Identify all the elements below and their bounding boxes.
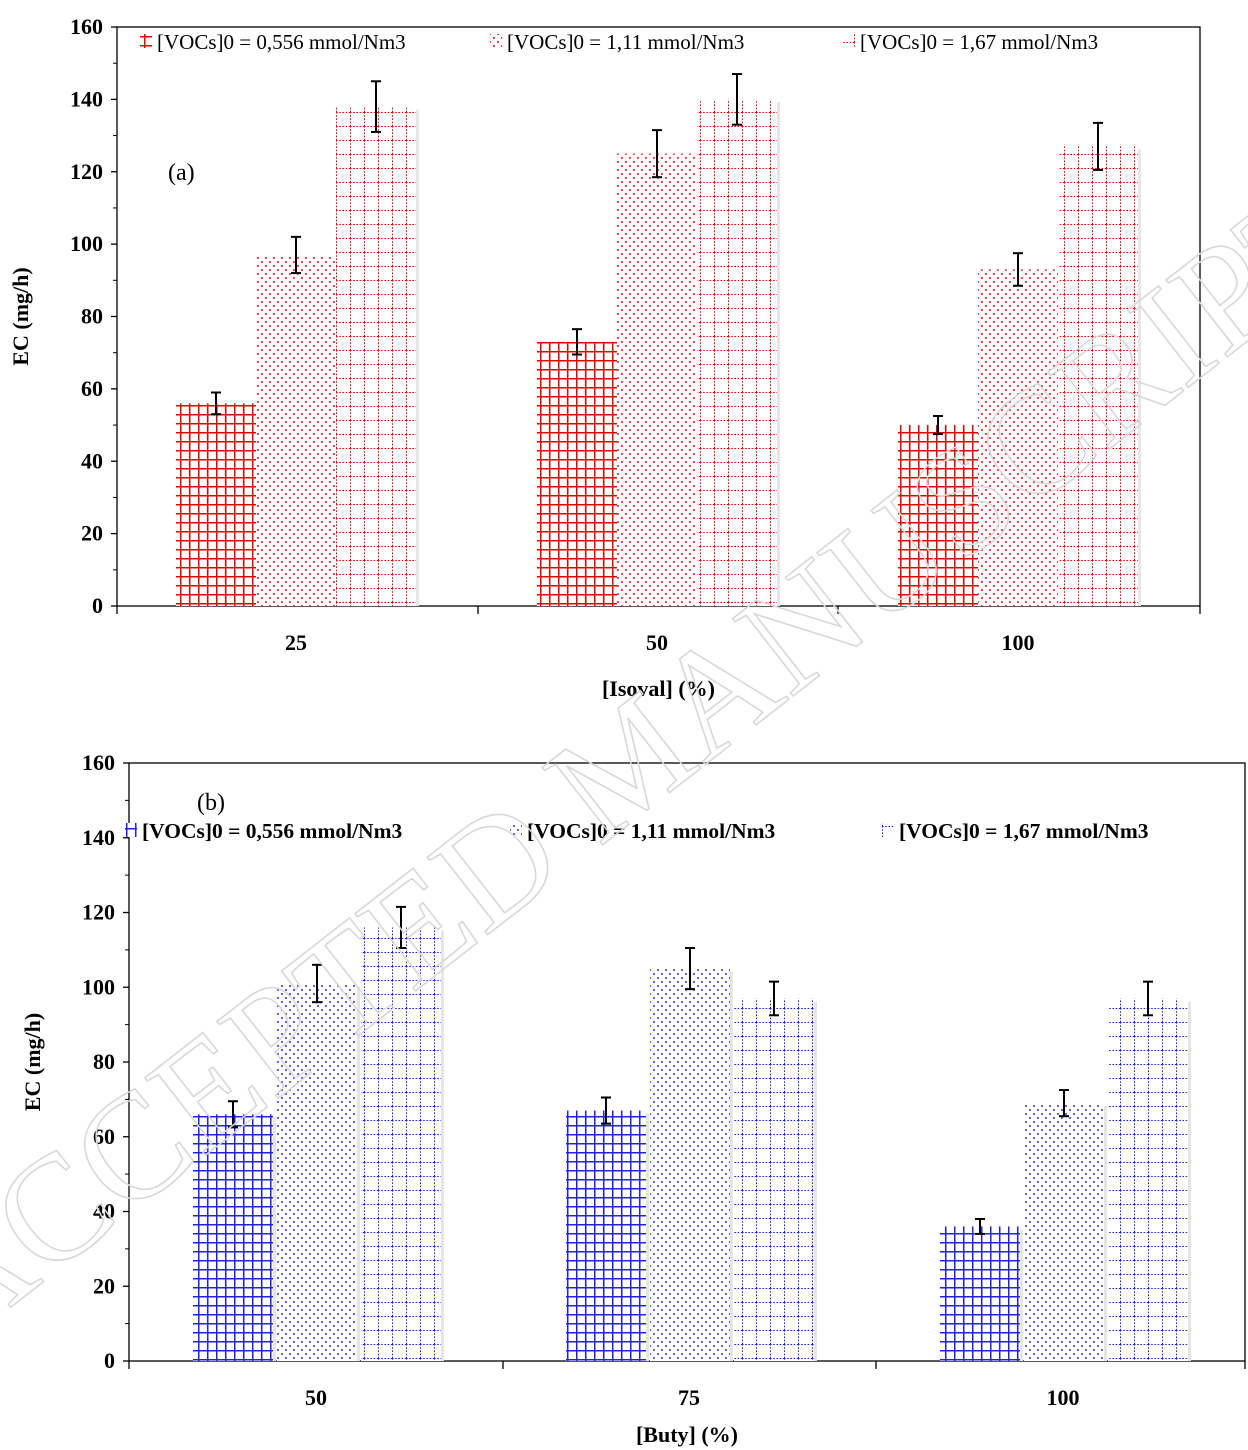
bar-series2-50 (277, 983, 357, 1361)
error-bar (1013, 252, 1023, 287)
panel-label: (a) (168, 160, 195, 186)
legend-item-2: [VOCs]0 = 1,11 mmol/Nm3 (490, 30, 744, 54)
y-tick-label: 140 (70, 86, 103, 111)
legend-label: [VOCs]0 = 1,11 mmol/Nm3 (527, 819, 776, 843)
error-bar (1059, 1089, 1069, 1118)
y-tick-label: 100 (70, 231, 103, 256)
y-tick-label: 80 (93, 1049, 115, 1074)
y-tick-label: 80 (81, 304, 103, 329)
error-bar (652, 129, 662, 179)
x-tick-label: 50 (305, 1385, 327, 1410)
error-bar (975, 1217, 985, 1235)
legend-item-1: [VOCs]0 = 0,556 mmol/Nm3 (125, 819, 402, 843)
error-bar (396, 905, 406, 950)
error-bar (1143, 980, 1153, 1017)
y-tick-label: 160 (70, 14, 103, 39)
bar-series2-25 (256, 254, 336, 606)
bar-series2-100 (1024, 1103, 1104, 1361)
error-bar (211, 391, 221, 416)
bar-series1-25 (176, 403, 256, 606)
legend-swatch (125, 823, 137, 837)
legend: [VOCs]0 = 0,556 mmol/Nm3 [VOCs]0 = 1,11 m… (140, 30, 1098, 54)
y-tick-label: 0 (92, 593, 103, 618)
bar-series2-100 (978, 269, 1058, 606)
x-tick-label: 75 (678, 1385, 700, 1410)
x-tick-label: 100 (1047, 1385, 1080, 1410)
x-tick-label: 100 (1002, 630, 1035, 655)
chart-panel-0: 0 20 40 60 80 100 120 140 160 25 50 100 [Isoval] (%)… (8, 14, 1201, 701)
error-bar (732, 73, 742, 126)
y-tick-label: 40 (81, 448, 103, 473)
legend-swatch (843, 34, 855, 48)
error-bar (601, 1096, 611, 1125)
x-tick-label: 50 (646, 630, 668, 655)
chart-panel-1: 0 20 40 60 80 100 120 140 160 50 75 100 [Buty] (%) EC… (20, 750, 1246, 1447)
y-tick-label: 160 (82, 750, 115, 775)
bar-series1-100 (898, 425, 978, 606)
legend: [VOCs]0 = 0,556 mmol/Nm3 [VOCs]0 = 1,11 m… (125, 819, 1149, 843)
bar-series2-75 (650, 968, 730, 1361)
legend-item-1: [VOCs]0 = 0,556 mmol/Nm3 (140, 30, 406, 54)
x-tick-label: 25 (285, 630, 307, 655)
y-tick-label: 0 (104, 1348, 115, 1373)
legend-label: [VOCs]0 = 0,556 mmol/Nm3 (157, 30, 406, 54)
bar-series3-100 (1108, 998, 1188, 1361)
y-tick-label: 40 (93, 1199, 115, 1224)
y-tick-label: 120 (82, 900, 115, 925)
bar-series1-50 (193, 1114, 273, 1361)
bar-series1-75 (566, 1110, 646, 1361)
y-axis-label: EC (mg/h) (8, 267, 33, 365)
bar-series3-75 (734, 998, 814, 1361)
error-bar (685, 947, 695, 991)
y-tick-label: 20 (93, 1273, 115, 1298)
bar-series3-50 (697, 99, 777, 606)
legend-label: [VOCs]0 = 1,67 mmol/Nm3 (860, 30, 1098, 54)
legend-item-3: [VOCs]0 = 1,67 mmol/Nm3 (843, 30, 1098, 54)
y-axis-label: EC (mg/h) (20, 1013, 45, 1111)
legend-swatch (140, 34, 152, 48)
panel-label: (b) (197, 790, 225, 816)
y-tick-label: 140 (82, 825, 115, 850)
error-bar (769, 980, 779, 1017)
y-tick-label: 120 (70, 159, 103, 184)
error-bar (228, 1100, 238, 1129)
y-tick-label: 20 (81, 521, 103, 546)
legend-label: [VOCs]0 = 1,11 mmol/Nm3 (507, 30, 744, 54)
bar-series1-50 (537, 341, 617, 606)
error-bar (572, 328, 582, 356)
x-axis-label: [Isoval] (%) (602, 676, 715, 701)
y-tick-label: 100 (82, 974, 115, 999)
error-bar (933, 415, 943, 436)
error-bar (371, 80, 381, 133)
legend-label: [VOCs]0 = 1,67 mmol/Nm3 (899, 819, 1149, 843)
bar-series3-25 (336, 106, 416, 607)
bar-series3-100 (1058, 146, 1138, 606)
x-axis-label: [Buty] (%) (636, 1422, 738, 1447)
y-tick-label: 60 (93, 1124, 115, 1149)
error-bar (312, 963, 322, 1004)
legend-swatch (490, 34, 502, 48)
error-bar (291, 235, 301, 275)
legend-label: [VOCs]0 = 0,556 mmol/Nm3 (142, 819, 402, 843)
legend-item-3: [VOCs]0 = 1,67 mmol/Nm3 (882, 819, 1149, 843)
error-bar (1093, 121, 1103, 171)
bar-series2-50 (617, 153, 697, 606)
legend-swatch (882, 823, 894, 837)
bar-series1-100 (940, 1226, 1020, 1361)
y-tick-label: 60 (81, 376, 103, 401)
legend-swatch (510, 823, 522, 837)
bar-series3-50 (361, 927, 441, 1361)
legend-item-2: [VOCs]0 = 1,11 mmol/Nm3 (510, 819, 776, 843)
